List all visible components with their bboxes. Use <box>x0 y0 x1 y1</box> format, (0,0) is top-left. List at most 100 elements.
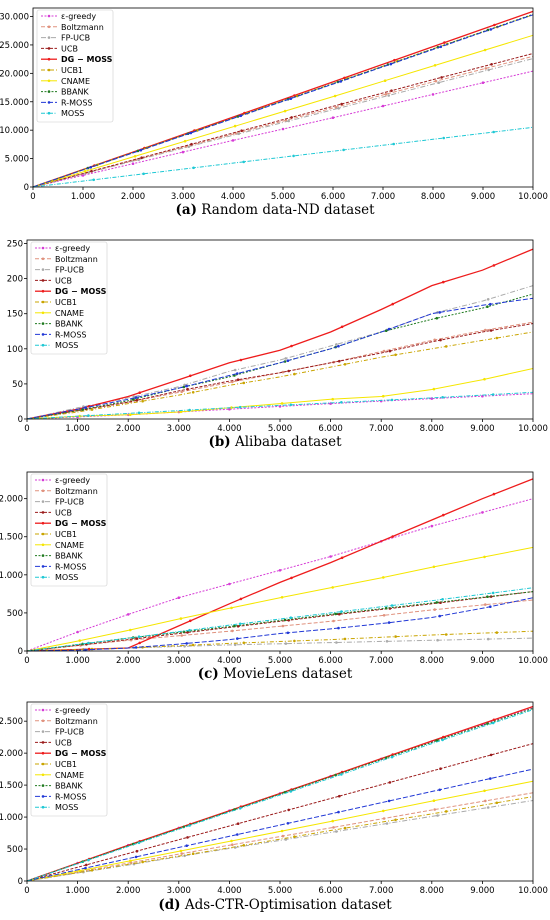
series-marker <box>483 555 486 559</box>
series-marker <box>188 824 191 827</box>
legend-label: FP-UCB <box>55 266 84 275</box>
y-tick-label: 0 <box>18 877 23 887</box>
y-tick-label: 15.000 <box>0 98 29 108</box>
series-marker <box>239 114 243 118</box>
legend-label: UCB <box>55 276 72 285</box>
series-marker <box>484 328 487 332</box>
series-marker <box>486 806 490 809</box>
series-marker <box>433 64 437 67</box>
series-marker <box>233 368 237 372</box>
x-tick-label: 8.000 <box>420 424 444 434</box>
series-marker <box>390 755 394 759</box>
series-marker <box>338 359 341 363</box>
series-marker <box>290 576 293 580</box>
legend-marker <box>47 47 51 50</box>
series-marker <box>293 835 296 838</box>
series-marker <box>238 622 242 626</box>
series-marker <box>438 788 442 792</box>
legend-label: BBANK <box>55 782 83 791</box>
series-marker <box>192 166 195 170</box>
series-marker <box>138 641 141 645</box>
series-marker <box>489 28 493 31</box>
legend-marker <box>41 730 45 733</box>
series-marker <box>490 63 493 66</box>
series-marker <box>343 76 346 80</box>
legend-label: UCB1 <box>55 530 77 539</box>
y-tick-label: 1.000 <box>0 571 23 581</box>
series-line <box>26 768 534 882</box>
series-marker <box>334 612 337 616</box>
series-line <box>26 599 534 652</box>
series-marker <box>492 130 495 134</box>
y-tick-label: 1.500 <box>0 781 23 791</box>
series-line <box>32 14 534 188</box>
series-marker <box>231 139 235 142</box>
series-marker <box>236 822 240 825</box>
series-marker <box>293 94 296 97</box>
series-marker <box>489 753 493 757</box>
series-line <box>26 630 534 652</box>
series-marker <box>486 595 489 598</box>
series-marker <box>280 402 284 405</box>
chart-svg: 0 1.000 2.000 3.000 4.000 5.000 6.000 7.000 8.00… <box>7 240 548 434</box>
legend-marker <box>41 343 45 347</box>
series-marker <box>180 390 183 394</box>
series-marker <box>484 799 487 803</box>
series-marker <box>441 396 444 399</box>
series-marker <box>492 264 496 267</box>
series-marker <box>335 830 338 833</box>
legend-label: Boltzmann <box>61 23 104 32</box>
series-marker <box>495 801 499 805</box>
legend-marker <box>41 719 45 723</box>
legend-label: BBANK <box>61 88 89 97</box>
caption-text: Random data-ND dataset <box>197 202 375 218</box>
legend-marker <box>41 784 45 787</box>
series-marker <box>185 384 188 388</box>
series-marker <box>87 858 90 862</box>
x-tick-label: 7.000 <box>369 656 393 666</box>
legend-marker <box>41 246 45 250</box>
series-marker <box>392 142 396 146</box>
series-marker <box>343 363 347 366</box>
series-marker <box>137 635 141 638</box>
series-marker <box>189 131 193 135</box>
x-tick-label: 6.000 <box>318 424 342 434</box>
series-marker <box>431 93 435 96</box>
series-marker <box>432 387 436 391</box>
series-marker <box>280 829 284 833</box>
legend-marker <box>41 805 45 809</box>
series-marker <box>332 619 335 623</box>
series-marker <box>387 94 391 97</box>
series-marker <box>290 344 293 348</box>
series-marker <box>231 380 234 384</box>
series-marker <box>293 372 296 376</box>
x-tick-label: 9.000 <box>470 424 494 434</box>
series-marker <box>290 116 293 119</box>
series-marker <box>281 834 285 838</box>
series-marker <box>177 596 181 599</box>
legend-marker <box>41 268 45 271</box>
series-marker <box>242 160 245 164</box>
figure-caption: (d) Ads-CTR-Optimisation dataset <box>0 897 550 913</box>
x-tick-label: 8.000 <box>421 192 445 202</box>
series-marker <box>135 637 139 640</box>
legend-marker <box>47 68 51 72</box>
y-tick-label: 2.000 <box>0 495 23 505</box>
series-marker <box>191 391 195 394</box>
series-marker <box>283 360 287 363</box>
y-tick-label: 200 <box>7 275 23 285</box>
legend-label: FP-UCB <box>61 34 90 43</box>
series-line <box>32 34 534 188</box>
series-marker <box>435 601 439 604</box>
legend-label: MOSS <box>61 109 84 118</box>
y-tick-label: 5.000 <box>5 155 29 165</box>
series-marker <box>186 836 189 839</box>
series-marker <box>387 621 391 624</box>
series-marker <box>493 23 496 27</box>
series-marker <box>284 119 288 122</box>
series-marker <box>131 162 135 165</box>
series-marker <box>231 843 234 846</box>
series-marker <box>292 154 295 158</box>
series-marker <box>484 603 487 606</box>
y-tick-label: 250 <box>7 240 23 250</box>
